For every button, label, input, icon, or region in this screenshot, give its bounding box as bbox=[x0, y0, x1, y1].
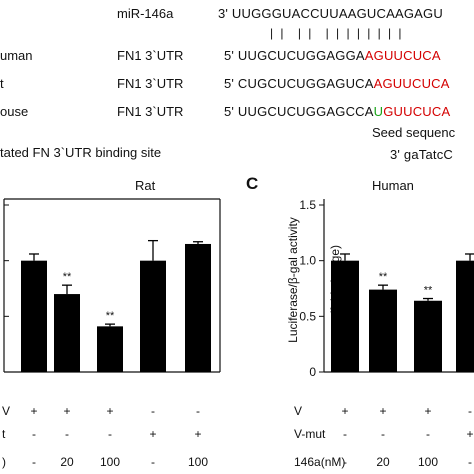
row-value: + bbox=[63, 404, 70, 418]
species-label-human: uman bbox=[0, 48, 33, 63]
row-label: V bbox=[2, 404, 10, 418]
row-value: - bbox=[343, 455, 347, 469]
seed-first: U bbox=[373, 104, 384, 119]
row-value: + bbox=[379, 404, 386, 418]
bar bbox=[331, 260, 359, 372]
seq-suffix: A bbox=[440, 76, 450, 91]
row-value: - bbox=[343, 427, 347, 441]
significance-label: ** bbox=[424, 285, 433, 297]
row-label: V bbox=[294, 404, 302, 418]
row-value: - bbox=[151, 455, 155, 469]
row-value: 100 bbox=[100, 455, 120, 469]
utr-label-rat: FN1 3`UTR bbox=[117, 76, 184, 91]
human-chart-title: Human bbox=[372, 178, 414, 193]
species-label-rat: t bbox=[0, 76, 4, 91]
row-value: - bbox=[196, 404, 200, 418]
row-value: - bbox=[65, 427, 69, 441]
y-tick-label: 1.0 bbox=[299, 254, 316, 268]
pairing-bars: | | | | | | | | | | | | bbox=[270, 26, 402, 40]
sequence-rat: 5' CUGCUCUGGAGUCAAGUUCUCA bbox=[224, 76, 450, 91]
row-value: - bbox=[108, 427, 112, 441]
sequence-human: 5' UUGCUCUGGAGGAAGUUCUCA bbox=[224, 48, 441, 63]
sequence-mouse: 5' UUGCUCUGGAGCCAUGUUCUCA bbox=[224, 104, 450, 119]
row-value: + bbox=[194, 427, 201, 441]
row-label: V-mut bbox=[294, 427, 326, 441]
y-tick-label: 0 bbox=[309, 365, 316, 379]
mutated-site-label: tated FN 3`UTR binding site bbox=[0, 145, 162, 160]
y-tick-label: 0.5 bbox=[299, 309, 316, 323]
bar bbox=[140, 260, 166, 372]
row-label: ) bbox=[2, 455, 6, 469]
seq-prefix: 5' CUGCUCUGGAGUCA bbox=[224, 76, 374, 91]
row-value: + bbox=[424, 404, 431, 418]
row-value: - bbox=[32, 427, 36, 441]
significance-label: ** bbox=[379, 271, 388, 283]
row-value: - bbox=[468, 404, 472, 418]
row-value: - bbox=[468, 455, 472, 469]
seq-prefix: 5' UUGCUCUGGAGGA bbox=[224, 48, 365, 63]
row-value: + bbox=[341, 404, 348, 418]
row-label: t bbox=[2, 427, 6, 441]
row-value: - bbox=[381, 427, 385, 441]
bar bbox=[414, 300, 442, 372]
panel-letter-c: C bbox=[246, 174, 259, 193]
mirna-label: miR-146a bbox=[117, 6, 174, 21]
bar bbox=[456, 260, 474, 372]
species-label-mouse: ouse bbox=[0, 104, 29, 119]
mirna-sequence: 3' UUGGGUACCUUAAGUCAAGAGU bbox=[218, 6, 443, 21]
significance-label: ** bbox=[63, 271, 72, 283]
row-value: - bbox=[32, 455, 36, 469]
seed-match: AGUUCUC bbox=[373, 76, 441, 91]
significance-label: ** bbox=[106, 310, 115, 322]
bar bbox=[97, 326, 123, 372]
row-value: 20 bbox=[60, 455, 74, 469]
seed-match: AGUUCUC bbox=[364, 48, 432, 63]
row-value: - bbox=[151, 404, 155, 418]
row-value: 100 bbox=[418, 455, 438, 469]
utr-label-human: FN1 3`UTR bbox=[117, 48, 184, 63]
row-value: 20 bbox=[376, 455, 390, 469]
bar bbox=[369, 289, 397, 372]
seq-suffix: A bbox=[441, 104, 451, 119]
row-value: + bbox=[106, 404, 113, 418]
mutated-sequence: 3' gaTatcC bbox=[390, 147, 454, 162]
row-value: - bbox=[426, 427, 430, 441]
row-value: + bbox=[30, 404, 37, 418]
seed-match: GUUCUC bbox=[383, 104, 442, 119]
bar bbox=[54, 294, 80, 372]
bar bbox=[21, 260, 47, 372]
row-value: + bbox=[149, 427, 156, 441]
seed-sequence-label: Seed sequenc bbox=[372, 125, 456, 140]
seq-prefix: 5' UUGCUCUGGAGCCA bbox=[224, 104, 374, 119]
bar bbox=[185, 243, 211, 372]
rat-chart-title: Rat bbox=[135, 178, 156, 193]
utr-label-mouse: FN1 3`UTR bbox=[117, 104, 184, 119]
row-value: + bbox=[466, 427, 473, 441]
row-label: 146a(nM) bbox=[294, 455, 345, 469]
seq-suffix: A bbox=[431, 48, 441, 63]
y-tick-label: 1.5 bbox=[299, 198, 316, 212]
row-value: 100 bbox=[188, 455, 208, 469]
